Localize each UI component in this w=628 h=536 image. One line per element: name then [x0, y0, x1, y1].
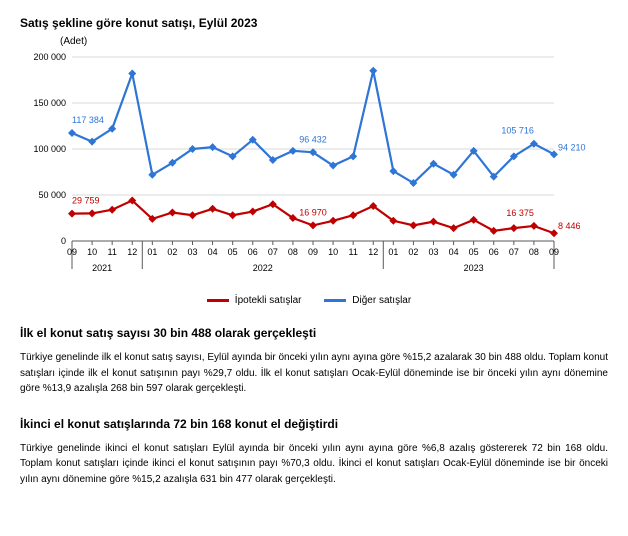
svg-text:09: 09 [308, 247, 318, 257]
chart-container: 0 50 000 100 000 150 000 200 000 09 10 11 12 01 02… [24, 51, 594, 306]
chart-unit: (Adet) [60, 36, 608, 47]
svg-text:08: 08 [288, 247, 298, 257]
svg-text:02: 02 [408, 247, 418, 257]
svg-text:05: 05 [469, 247, 479, 257]
legend-swatch-mortgage [207, 299, 229, 302]
legend-item-mortgage: İpotekli satışlar [207, 295, 302, 306]
svg-text:06: 06 [489, 247, 499, 257]
svg-text:07: 07 [268, 247, 278, 257]
svg-text:16 970: 16 970 [299, 207, 327, 217]
chart-title: Satış şekline göre konut satışı, Eylül 2… [20, 16, 608, 30]
svg-text:10: 10 [87, 247, 97, 257]
svg-text:29 759: 29 759 [72, 196, 100, 206]
svg-text:117 384: 117 384 [72, 115, 104, 125]
svg-text:12: 12 [127, 247, 137, 257]
svg-text:96 432: 96 432 [299, 134, 327, 144]
svg-text:2022: 2022 [253, 263, 273, 273]
svg-text:06: 06 [248, 247, 258, 257]
svg-text:02: 02 [167, 247, 177, 257]
section2-heading: İkinci el konut satışlarında 72 bin 168 … [20, 417, 608, 431]
section2-body: Türkiye genelinde ikinci el konut satışl… [20, 441, 608, 488]
svg-text:94 210: 94 210 [558, 142, 586, 152]
svg-text:01: 01 [388, 247, 398, 257]
svg-text:08: 08 [529, 247, 539, 257]
chart-legend: İpotekli satışlar Diğer satışlar [24, 294, 594, 306]
svg-text:16 375: 16 375 [506, 208, 534, 218]
svg-text:50 000: 50 000 [38, 190, 66, 200]
svg-text:105 716: 105 716 [501, 126, 534, 136]
svg-text:0: 0 [61, 236, 66, 246]
svg-text:04: 04 [449, 247, 459, 257]
svg-text:2023: 2023 [464, 263, 484, 273]
svg-text:8 446: 8 446 [558, 221, 581, 231]
svg-text:04: 04 [208, 247, 218, 257]
svg-text:05: 05 [228, 247, 238, 257]
svg-text:150 000: 150 000 [33, 98, 66, 108]
svg-text:200 000: 200 000 [33, 52, 66, 62]
svg-text:01: 01 [147, 247, 157, 257]
svg-text:2021: 2021 [92, 263, 112, 273]
svg-text:11: 11 [348, 247, 357, 257]
legend-label-mortgage: İpotekli satışlar [235, 295, 302, 306]
legend-label-other: Diğer satışlar [352, 295, 411, 306]
legend-item-other: Diğer satışlar [324, 295, 411, 306]
line-chart: 0 50 000 100 000 150 000 200 000 09 10 11 12 01 02… [24, 51, 594, 281]
legend-swatch-other [324, 299, 346, 302]
section1-body: Türkiye genelinde ilk el konut satış say… [20, 350, 608, 397]
svg-text:10: 10 [328, 247, 338, 257]
svg-text:100 000: 100 000 [33, 144, 66, 154]
svg-text:07: 07 [509, 247, 519, 257]
svg-text:03: 03 [428, 247, 438, 257]
svg-text:12: 12 [368, 247, 378, 257]
svg-text:11: 11 [107, 247, 116, 257]
section1-heading: İlk el konut satış sayısı 30 bin 488 ola… [20, 326, 608, 340]
svg-text:03: 03 [187, 247, 197, 257]
